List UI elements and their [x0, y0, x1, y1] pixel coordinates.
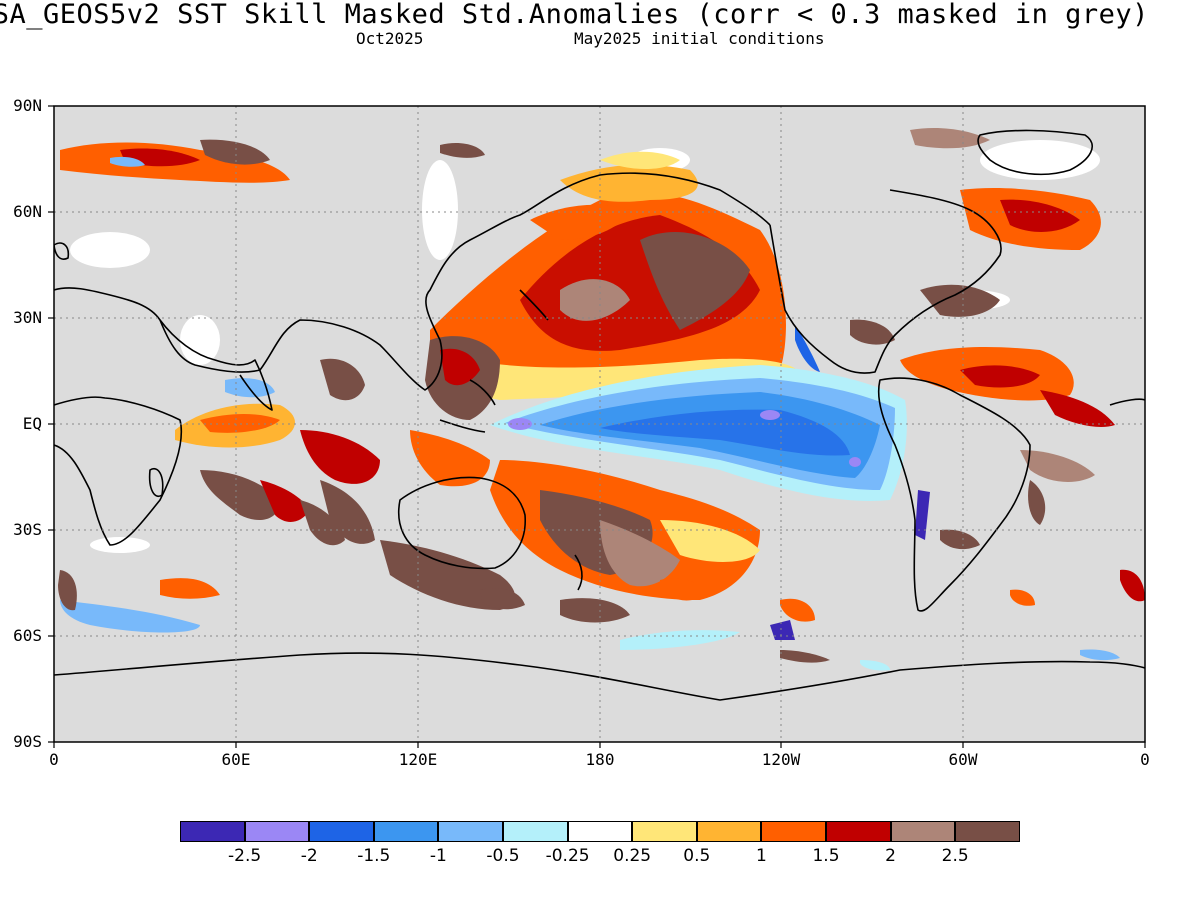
- colorbar-label: -0.25: [545, 846, 590, 866]
- map-gridlines: [54, 106, 1145, 742]
- indian-ocean-anomaly: [58, 378, 345, 611]
- colorbar-swatch: [373, 821, 439, 842]
- axis-ticks: [48, 105, 1146, 748]
- colorbar-label: 2: [885, 846, 896, 866]
- continent-outlines: [54, 129, 1145, 701]
- colorbar-label: -1.5: [357, 846, 391, 866]
- lon-label-120e: 120E: [398, 750, 438, 769]
- equatorial-pacific-cold-anomaly: [60, 325, 930, 650]
- colorbar-label: -2.5: [228, 846, 262, 866]
- lat-label-60n: 60N: [13, 202, 42, 221]
- colorbar-swatch: [244, 821, 310, 842]
- lat-label-60s: 60S: [13, 626, 42, 645]
- colorbar-swatch: [309, 821, 374, 842]
- colorbar-label: -2: [300, 846, 318, 866]
- southern-ocean-anomalies: [480, 569, 1145, 671]
- colorbar-label: 1.5: [812, 846, 840, 866]
- north-pacific-warm-anomaly: [430, 151, 800, 400]
- colorbar-label: 0.25: [613, 846, 652, 866]
- colorbar-label: -0.5: [486, 846, 520, 866]
- colorbar-swatch: [438, 821, 503, 842]
- colorbar-swatch: [696, 821, 762, 842]
- high-latitude-anomalies: [60, 128, 990, 240]
- lon-label-180: 180: [585, 750, 615, 769]
- lon-label-0: 0: [49, 750, 59, 769]
- lon-label-60e: 60E: [221, 750, 251, 769]
- valid-month-label: Oct2025: [356, 29, 424, 48]
- colorbar-label: 0.5: [683, 846, 711, 866]
- colorbar-swatch: [503, 821, 568, 842]
- init-conditions-label: May2025 initial conditions: [574, 29, 825, 48]
- colorbar-swatch: [826, 821, 891, 842]
- lat-label-90s: 90S: [13, 732, 42, 751]
- lon-label-0-east: 0: [1140, 750, 1150, 769]
- colorbar-swatch: [180, 821, 245, 842]
- colorbar-label: -1: [429, 846, 447, 866]
- chart-title: ASA_GEOS5v2 SST Skill Masked Std.Anomali…: [0, 0, 1149, 30]
- colorbar-label: 2.5: [941, 846, 969, 866]
- lon-label-60w: 60W: [948, 750, 978, 769]
- west-pacific-warm-anomaly: [300, 336, 500, 544]
- lon-label-120w: 120W: [761, 750, 801, 769]
- colorbar-swatch: [890, 821, 956, 842]
- lat-label-90n: 90N: [13, 96, 42, 115]
- lat-label-eq: EQ: [22, 414, 42, 433]
- colorbar-label: 1: [755, 846, 767, 866]
- colorbar-swatch: [955, 821, 1020, 842]
- lat-label-30s: 30S: [13, 520, 42, 539]
- colorbar-swatch: [567, 821, 633, 842]
- colorbar-swatch: [761, 821, 826, 842]
- colorbar-swatch: [632, 821, 697, 842]
- lat-label-30n: 30N: [13, 308, 42, 327]
